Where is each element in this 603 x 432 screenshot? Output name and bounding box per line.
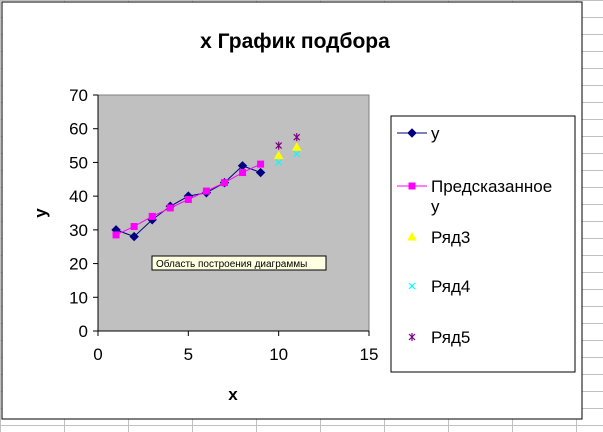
y-tick-label: 30 — [69, 221, 88, 240]
legend-item[interactable]: Ряд5 — [408, 328, 470, 347]
legend-label: Ряд4 — [431, 277, 470, 296]
series-3 — [273, 142, 302, 160]
data-point — [239, 169, 247, 177]
data-point — [166, 204, 174, 212]
data-point — [202, 187, 210, 195]
legend-label: Ряд3 — [431, 228, 470, 247]
series-4 — [275, 150, 301, 166]
legend-label: Ряд5 — [431, 328, 470, 347]
series-5 — [275, 133, 301, 150]
data-point — [257, 160, 265, 168]
data-point — [273, 150, 284, 160]
data-point — [112, 231, 120, 239]
y-tick-label: 0 — [79, 322, 88, 341]
legend-item[interactable]: y — [397, 124, 440, 143]
legend-marker — [408, 282, 416, 290]
x-tick-label: 5 — [184, 345, 193, 364]
legend-marker — [407, 128, 417, 138]
legend-marker — [408, 333, 416, 341]
legend-item[interactable]: Ряд4 — [408, 277, 470, 296]
legend-label: y — [431, 124, 440, 143]
x-axis-label: x — [228, 385, 238, 404]
data-point — [275, 159, 283, 166]
y-tick-label: 10 — [69, 288, 88, 307]
tooltip: Область построения диаграммы — [151, 255, 327, 271]
y-tick-label: 40 — [69, 187, 88, 206]
data-point — [184, 196, 192, 204]
data-point — [291, 142, 302, 151]
legend-label: Предсказанное y — [431, 177, 552, 216]
y-tick-label: 60 — [69, 120, 88, 139]
y-axis-label: y — [31, 208, 50, 218]
data-point — [130, 222, 138, 230]
data-point — [255, 167, 266, 178]
chart-title: x График подбора — [200, 30, 390, 53]
legend[interactable] — [390, 115, 576, 373]
data-point — [148, 212, 156, 220]
legend-item[interactable]: Ряд3 — [407, 228, 470, 247]
data-point — [129, 231, 139, 242]
x-tick-label: 15 — [360, 345, 379, 364]
y-tick-label: 70 — [69, 86, 88, 105]
y-tick-label: 20 — [69, 255, 88, 274]
x-tick-label: 0 — [93, 345, 102, 364]
legend-marker — [408, 182, 416, 190]
data-point — [220, 179, 228, 187]
x-tick-label: 10 — [269, 345, 288, 364]
plot-area[interactable] — [97, 94, 370, 332]
tooltip-text: Область построения диаграммы — [156, 258, 307, 270]
data-point — [275, 141, 283, 150]
legend-marker — [407, 231, 417, 241]
y-tick-label: 50 — [69, 153, 88, 172]
legend-item[interactable]: Предсказанное y — [397, 177, 552, 216]
series-2 — [112, 160, 265, 239]
data-point — [293, 133, 301, 142]
data-point — [293, 150, 301, 158]
